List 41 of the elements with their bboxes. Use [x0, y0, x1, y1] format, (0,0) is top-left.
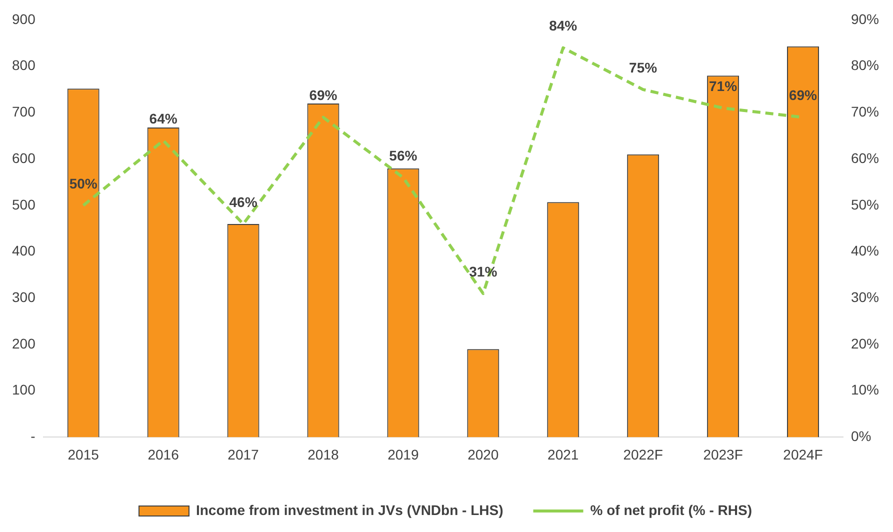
- x-tick-label: 2017: [228, 446, 260, 462]
- data-label: 46%: [229, 194, 258, 210]
- y-tick-label: 900: [12, 10, 36, 27]
- data-label: 56%: [389, 147, 418, 164]
- y2-tick-label: 50%: [850, 196, 880, 212]
- y2-tick-label: 70%: [850, 104, 880, 120]
- y-tick-label: 600: [12, 150, 36, 166]
- y-tick-label: 700: [12, 104, 36, 120]
- legend-label: Income from investment in JVs (VNDbn - LHS): [196, 502, 504, 518]
- legend-label: % of net profit (% - RHS): [590, 502, 752, 518]
- x-tick-label: 2022F: [623, 446, 663, 462]
- y2-tick-label: 30%: [850, 288, 880, 305]
- x-tick-label: 2024F: [783, 446, 823, 462]
- y2-tick-label: 60%: [850, 150, 880, 166]
- data-label: 75%: [629, 59, 658, 76]
- data-label: 69%: [788, 87, 818, 104]
- y-tick-label: -: [30, 428, 36, 444]
- y-tick-label: 500: [12, 196, 36, 212]
- data-label: 84%: [549, 18, 578, 34]
- y-tick-label: 800: [12, 57, 36, 74]
- y2-tick-label: 10%: [850, 382, 880, 398]
- x-tick-label: 2019: [388, 446, 419, 462]
- x-tick-label: 2023F: [703, 446, 743, 462]
- x-tick-label: 2018: [308, 446, 340, 462]
- x-tick-label: 2021: [548, 446, 579, 462]
- y-tick-label: 100: [12, 382, 36, 398]
- y2-tick-label: 80%: [850, 57, 880, 74]
- y-tick-label: 200: [12, 335, 36, 352]
- x-tick-label: 2015: [68, 446, 100, 462]
- data-label: 71%: [709, 78, 738, 94]
- data-label: 64%: [149, 110, 178, 126]
- y2-tick-label: 0%: [850, 428, 872, 444]
- y2-tick-label: 40%: [850, 242, 880, 259]
- data-label: 50%: [69, 175, 98, 192]
- y-tick-label: 300: [12, 288, 36, 305]
- y2-tick-label: 90%: [850, 10, 880, 27]
- y-tick-label: 400: [12, 242, 36, 259]
- x-tick-label: 2020: [468, 446, 499, 462]
- data-label: 69%: [309, 87, 338, 104]
- x-tick-label: 2016: [148, 446, 180, 462]
- y2-tick-label: 20%: [850, 335, 880, 352]
